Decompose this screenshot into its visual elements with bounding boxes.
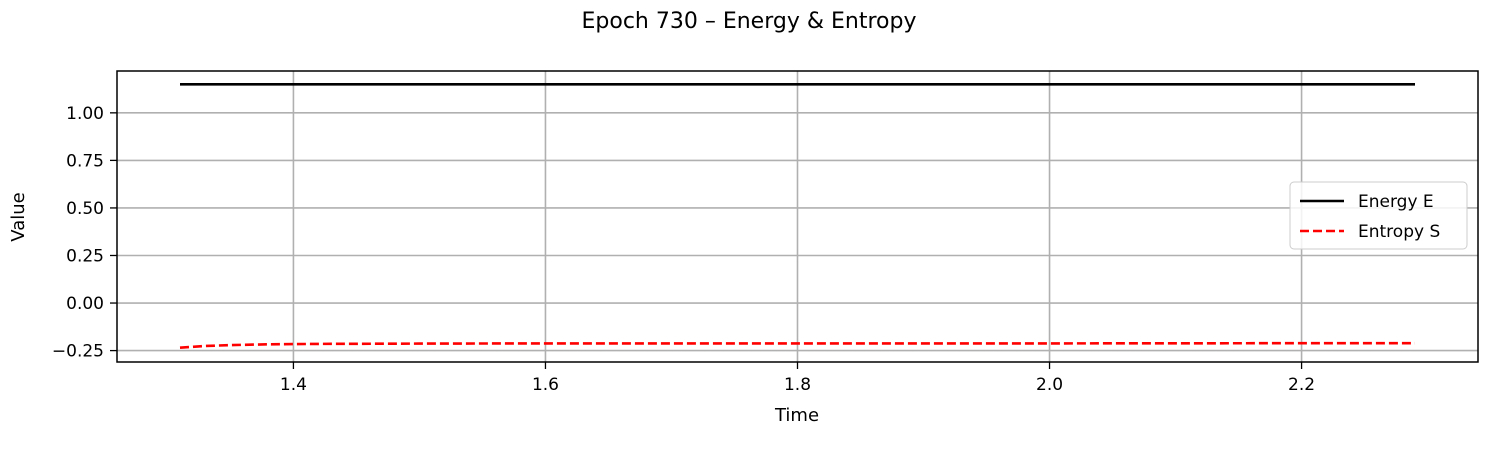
series-line: [179, 341, 1415, 349]
x-tick-label: 2.0: [1036, 375, 1063, 395]
y-tick-label: 1.00: [66, 104, 104, 124]
x-tick-label: 1.6: [532, 375, 559, 395]
chart-title: Epoch 730 – Energy & Entropy: [582, 9, 917, 34]
x-tick-label: 2.2: [1288, 375, 1315, 395]
legend-label: Entropy S: [1358, 222, 1440, 242]
y-tick-label: 0.00: [66, 294, 104, 314]
y-tick-label: 0.25: [66, 246, 104, 266]
y-tick-label: 0.75: [66, 151, 104, 171]
plot-series: [179, 83, 1415, 349]
y-tick-label: −0.25: [52, 342, 104, 362]
x-axis-ticks: 1.4 1.6 1.8 2.0 2.2: [280, 362, 1315, 395]
x-tick-label: 1.4: [280, 375, 307, 395]
x-axis-label: Time: [774, 405, 819, 426]
y-tick-label: 0.50: [66, 199, 104, 219]
grid-lines: [117, 71, 1478, 362]
legend: Energy E Entropy S: [1289, 181, 1468, 250]
y-axis-label: Value: [8, 192, 29, 241]
legend-label: Energy E: [1358, 192, 1434, 212]
x-tick-label: 1.8: [784, 375, 811, 395]
y-axis-ticks: −0.25 0.00 0.25 0.50 0.75 1.00: [52, 104, 117, 362]
